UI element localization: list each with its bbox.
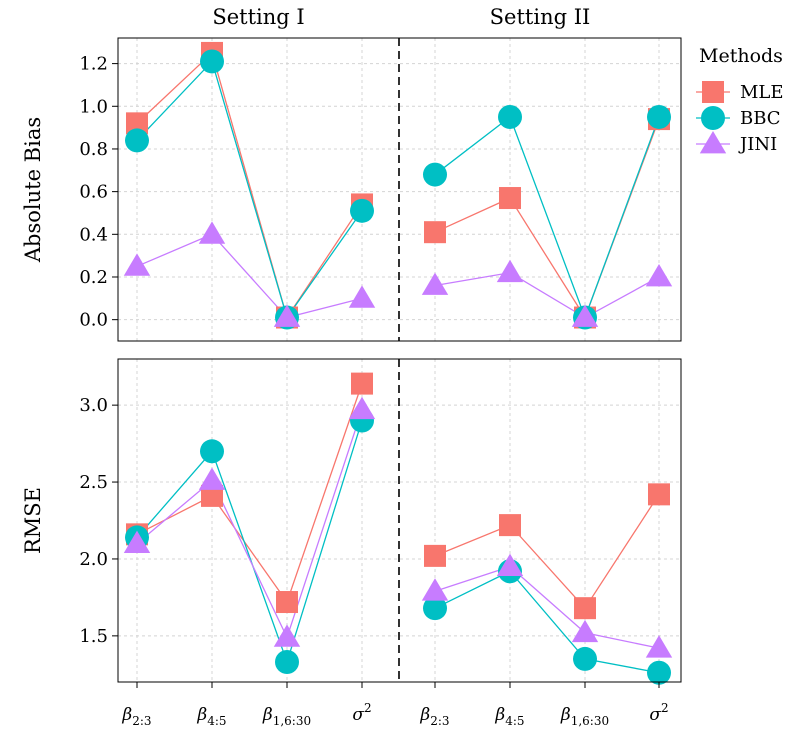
x-tick-label: β4:5: [494, 705, 524, 728]
y-tick-label: 0.4: [79, 224, 108, 245]
y-tick-label: 1.0: [79, 96, 108, 117]
point-mle: [574, 597, 596, 620]
y-tick-label: 0.0: [79, 310, 108, 331]
point-jini: [645, 264, 673, 287]
point-bbc: [275, 650, 299, 675]
point-mle: [201, 484, 223, 507]
setting-group-2: [421, 483, 673, 685]
y-tick-label: 2.0: [79, 549, 108, 570]
point-mle: [126, 112, 148, 135]
point-bbc: [647, 104, 671, 129]
point-bbc: [498, 104, 522, 129]
point-jini: [571, 619, 599, 643]
column-title-1: Setting I: [212, 5, 304, 29]
y-tick-label: 3.0: [79, 395, 108, 416]
point-jini: [198, 221, 226, 244]
series-line-bbc: [136, 420, 363, 665]
legend-label-jini: JINI: [738, 134, 777, 155]
point-mle: [276, 591, 298, 614]
column-title-2: Setting II: [490, 5, 591, 29]
legend-title: Methods: [699, 45, 783, 67]
legend: Methods MLE BBC JINI: [696, 45, 784, 155]
x-axis: β2:3 β4:5 β1,6:30 σ2 β2:3 β4:5 β1,6:30 σ2: [121, 682, 669, 728]
y-tick-label: 0.8: [79, 139, 108, 160]
point-bbc: [423, 162, 447, 187]
point-jini: [496, 259, 524, 283]
x-tick-label: β4:5: [196, 705, 226, 728]
point-jini: [571, 304, 599, 327]
y-axis-title: Absolute Bias: [21, 117, 45, 263]
series-line-bbc: [434, 570, 660, 674]
panel-frame: [117, 358, 682, 683]
y-tick-label: 2.5: [79, 472, 108, 493]
point-jini: [123, 253, 151, 276]
point-bbc: [573, 646, 597, 671]
point-mle: [424, 221, 446, 244]
point-jini: [348, 285, 376, 308]
series-line-bbc: [136, 60, 363, 320]
point-mle: [351, 372, 373, 395]
point-jini: [421, 578, 449, 601]
panel-1: 0.0 0.2 0.4 0.6 0.8 1.0 1.2 Absolute Bias: [21, 37, 682, 342]
series-line-jini: [136, 233, 363, 319]
y-tick-label: 0.6: [79, 182, 108, 203]
y-tick-label: 1.5: [79, 626, 108, 647]
x-tick-label: σ2: [352, 701, 371, 725]
x-tick-label: β2:3: [419, 705, 449, 728]
setting-group-1: [123, 372, 376, 675]
point-jini: [273, 304, 301, 327]
series-line-jini: [434, 272, 660, 319]
legend-marker-jini: [699, 131, 727, 154]
point-mle: [648, 483, 670, 506]
point-jini: [421, 272, 449, 295]
grid: [118, 38, 681, 341]
series-line-jini: [136, 409, 363, 640]
point-jini: [496, 553, 524, 577]
legend-marker-mle: [702, 81, 724, 103]
point-mle: [499, 514, 521, 537]
series-line-mle: [136, 383, 363, 604]
series-line-mle: [136, 51, 363, 320]
point-bbc: [125, 128, 149, 153]
point-mle: [499, 187, 521, 210]
setting-group-2: [421, 104, 673, 330]
x-tick-label: σ2: [649, 701, 668, 725]
point-bbc: [647, 660, 671, 685]
point-bbc: [200, 49, 224, 74]
point-jini: [348, 396, 376, 420]
panel-frame: [117, 37, 682, 342]
y-tick-label: 0.2: [79, 267, 108, 288]
series-line-mle: [434, 493, 660, 610]
y-axis-title: RMSE: [21, 487, 45, 554]
point-jini: [123, 530, 151, 553]
panel-2: 1.5 2.0 2.5 3.0 RMSE: [21, 358, 682, 685]
x-tick-label: β1,6:30: [560, 705, 609, 728]
point-jini: [198, 467, 226, 490]
series-line-bbc: [434, 115, 660, 320]
series-line-jini: [434, 565, 660, 649]
point-mle: [424, 544, 446, 567]
point-jini: [645, 635, 673, 658]
legend-label-bbc: BBC: [740, 108, 781, 129]
y-tick-label: 1.2: [79, 54, 108, 75]
point-jini: [273, 624, 301, 647]
point-bbc: [423, 596, 447, 621]
legend-marker-bbc: [701, 106, 725, 130]
legend-label-mle: MLE: [740, 82, 784, 103]
x-tick-label: β1,6:30: [262, 705, 311, 728]
point-bbc: [200, 439, 224, 464]
setting-group-1: [123, 41, 376, 330]
point-bbc: [350, 198, 374, 223]
x-tick-label: β2:3: [121, 705, 151, 728]
